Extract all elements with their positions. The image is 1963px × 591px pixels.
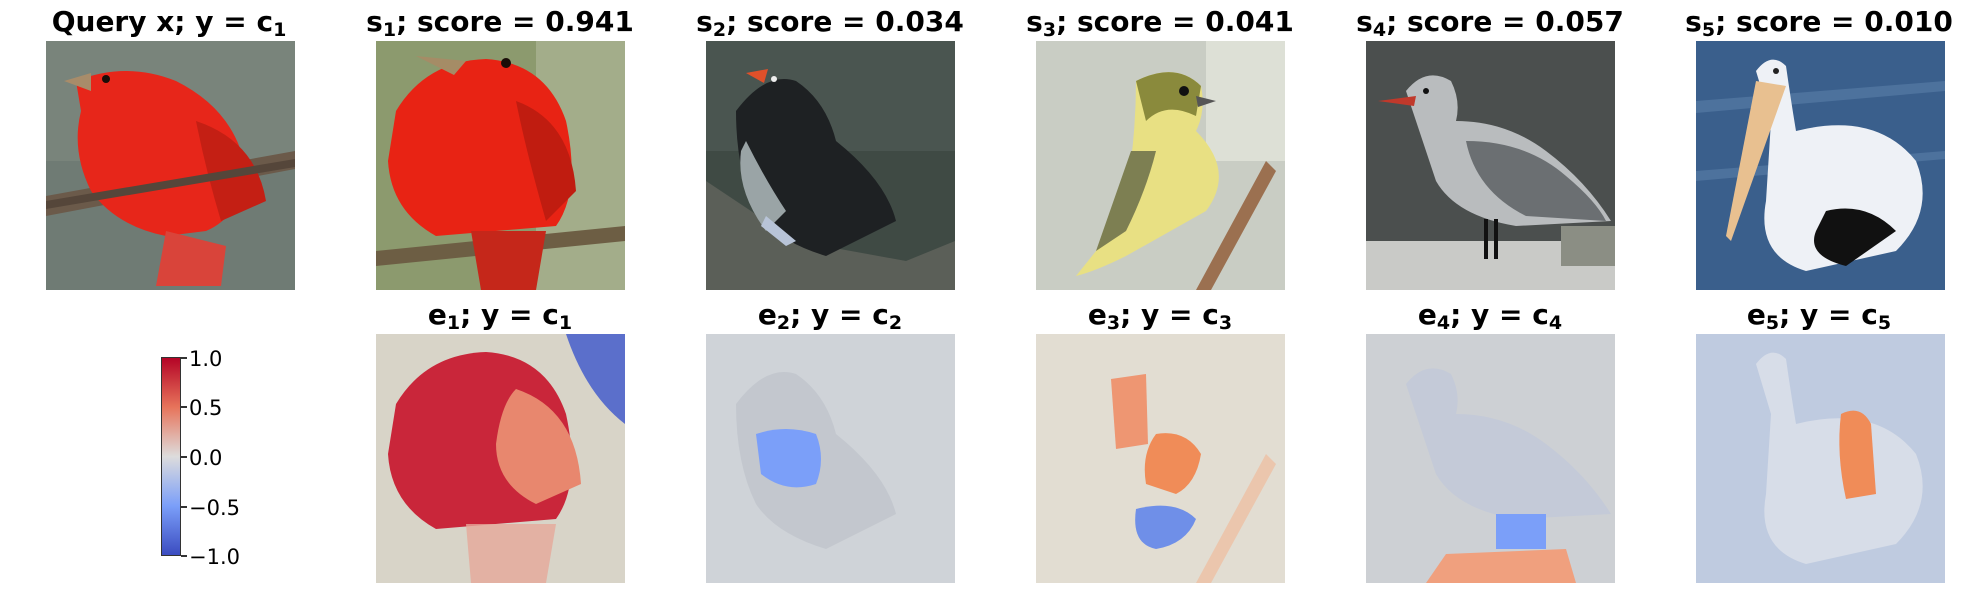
query-title: Query x; y = c1 <box>0 4 339 41</box>
explanation-2-title-mid: ; y = c <box>790 298 889 331</box>
explanation-1-title-sub2: 1 <box>558 312 573 334</box>
support-1-title-post: ; score = 0.941 <box>396 5 634 38</box>
support-1-title-pre: s <box>366 5 383 38</box>
explanation-5-title-mid: ; y = c <box>1779 298 1878 331</box>
colorbar <box>161 357 181 556</box>
support-1-title: s1; score = 0.941 <box>330 4 670 41</box>
explanation-1-title: e1; y = c1 <box>330 297 670 334</box>
colorbar-tick-label: 1.0 <box>189 347 223 371</box>
support-1-title-sub: 1 <box>382 19 397 41</box>
explanation-1-heatmap <box>376 334 625 583</box>
support-4-image <box>1366 41 1615 290</box>
explanation-3-title-sub2: 3 <box>1218 312 1233 334</box>
support-5-title-post: ; score = 0.010 <box>1715 5 1953 38</box>
explanation-4-title-mid: ; y = c <box>1450 298 1549 331</box>
explanation-4-title-pre: e <box>1417 298 1437 331</box>
support-4-title: s4; score = 0.057 <box>1320 4 1660 41</box>
colorbar-tick <box>181 406 187 408</box>
support-2-title-sub: 2 <box>712 19 727 41</box>
support-2-title: s2; score = 0.034 <box>660 4 1000 41</box>
colorbar-tick-label: −0.5 <box>189 496 240 520</box>
explanation-4-heatmap <box>1366 334 1615 583</box>
explanation-5-title: e5; y = c5 <box>1649 297 1963 334</box>
support-4-title-post: ; score = 0.057 <box>1386 5 1624 38</box>
explanation-3-title-mid: ; y = c <box>1120 298 1219 331</box>
colorbar-tick <box>181 357 187 359</box>
explanation-5-title-sub: 5 <box>1765 312 1780 334</box>
explanation-3-heatmap <box>1036 334 1285 583</box>
explanation-2-title-pre: e <box>757 298 777 331</box>
query-image <box>46 41 295 290</box>
support-2-image <box>706 41 955 290</box>
support-5-image <box>1696 41 1945 290</box>
support-2-title-pre: s <box>696 5 713 38</box>
support-3-title-sub: 3 <box>1042 19 1057 41</box>
explanation-1-title-pre: e <box>427 298 447 331</box>
support-5-title-sub: 5 <box>1701 19 1716 41</box>
support-3-title: s3; score = 0.041 <box>990 4 1330 41</box>
explanation-4-title-sub: 4 <box>1436 312 1451 334</box>
explanation-3-title-sub: 3 <box>1106 312 1121 334</box>
support-3-title-post: ; score = 0.041 <box>1056 5 1294 38</box>
colorbar-tick-label: 0.5 <box>189 396 223 420</box>
query-title-text: Query x; y = c <box>51 5 274 38</box>
explanation-4-title: e4; y = c4 <box>1320 297 1660 334</box>
explanation-1-title-sub: 1 <box>446 312 461 334</box>
explanation-5-heatmap <box>1696 334 1945 583</box>
colorbar-tick <box>181 555 187 557</box>
colorbar-tick-label: 0.0 <box>189 446 223 470</box>
support-5-title: s5; score = 0.010 <box>1649 4 1963 41</box>
query-title-sub: 1 <box>273 19 287 41</box>
explanation-2-title: e2; y = c2 <box>660 297 1000 334</box>
support-3-image <box>1036 41 1285 290</box>
explanation-3-title: e3; y = c3 <box>990 297 1330 334</box>
explanation-2-title-sub2: 2 <box>888 312 903 334</box>
explanation-4-title-sub2: 4 <box>1548 312 1563 334</box>
support-2-title-post: ; score = 0.034 <box>726 5 964 38</box>
support-3-title-pre: s <box>1026 5 1043 38</box>
explanation-3-title-pre: e <box>1087 298 1107 331</box>
explanation-2-title-sub: 2 <box>776 312 791 334</box>
explanation-5-title-pre: e <box>1746 298 1766 331</box>
support-4-title-pre: s <box>1356 5 1373 38</box>
support-1-image <box>376 41 625 290</box>
support-5-title-pre: s <box>1685 5 1702 38</box>
explanation-5-title-sub2: 5 <box>1877 312 1892 334</box>
explanation-1-title-mid: ; y = c <box>460 298 559 331</box>
colorbar-tick <box>181 506 187 508</box>
colorbar-tick-label: −1.0 <box>189 545 240 569</box>
support-4-title-sub: 4 <box>1372 19 1387 41</box>
explanation-2-heatmap <box>706 334 955 583</box>
colorbar-tick <box>181 456 187 458</box>
